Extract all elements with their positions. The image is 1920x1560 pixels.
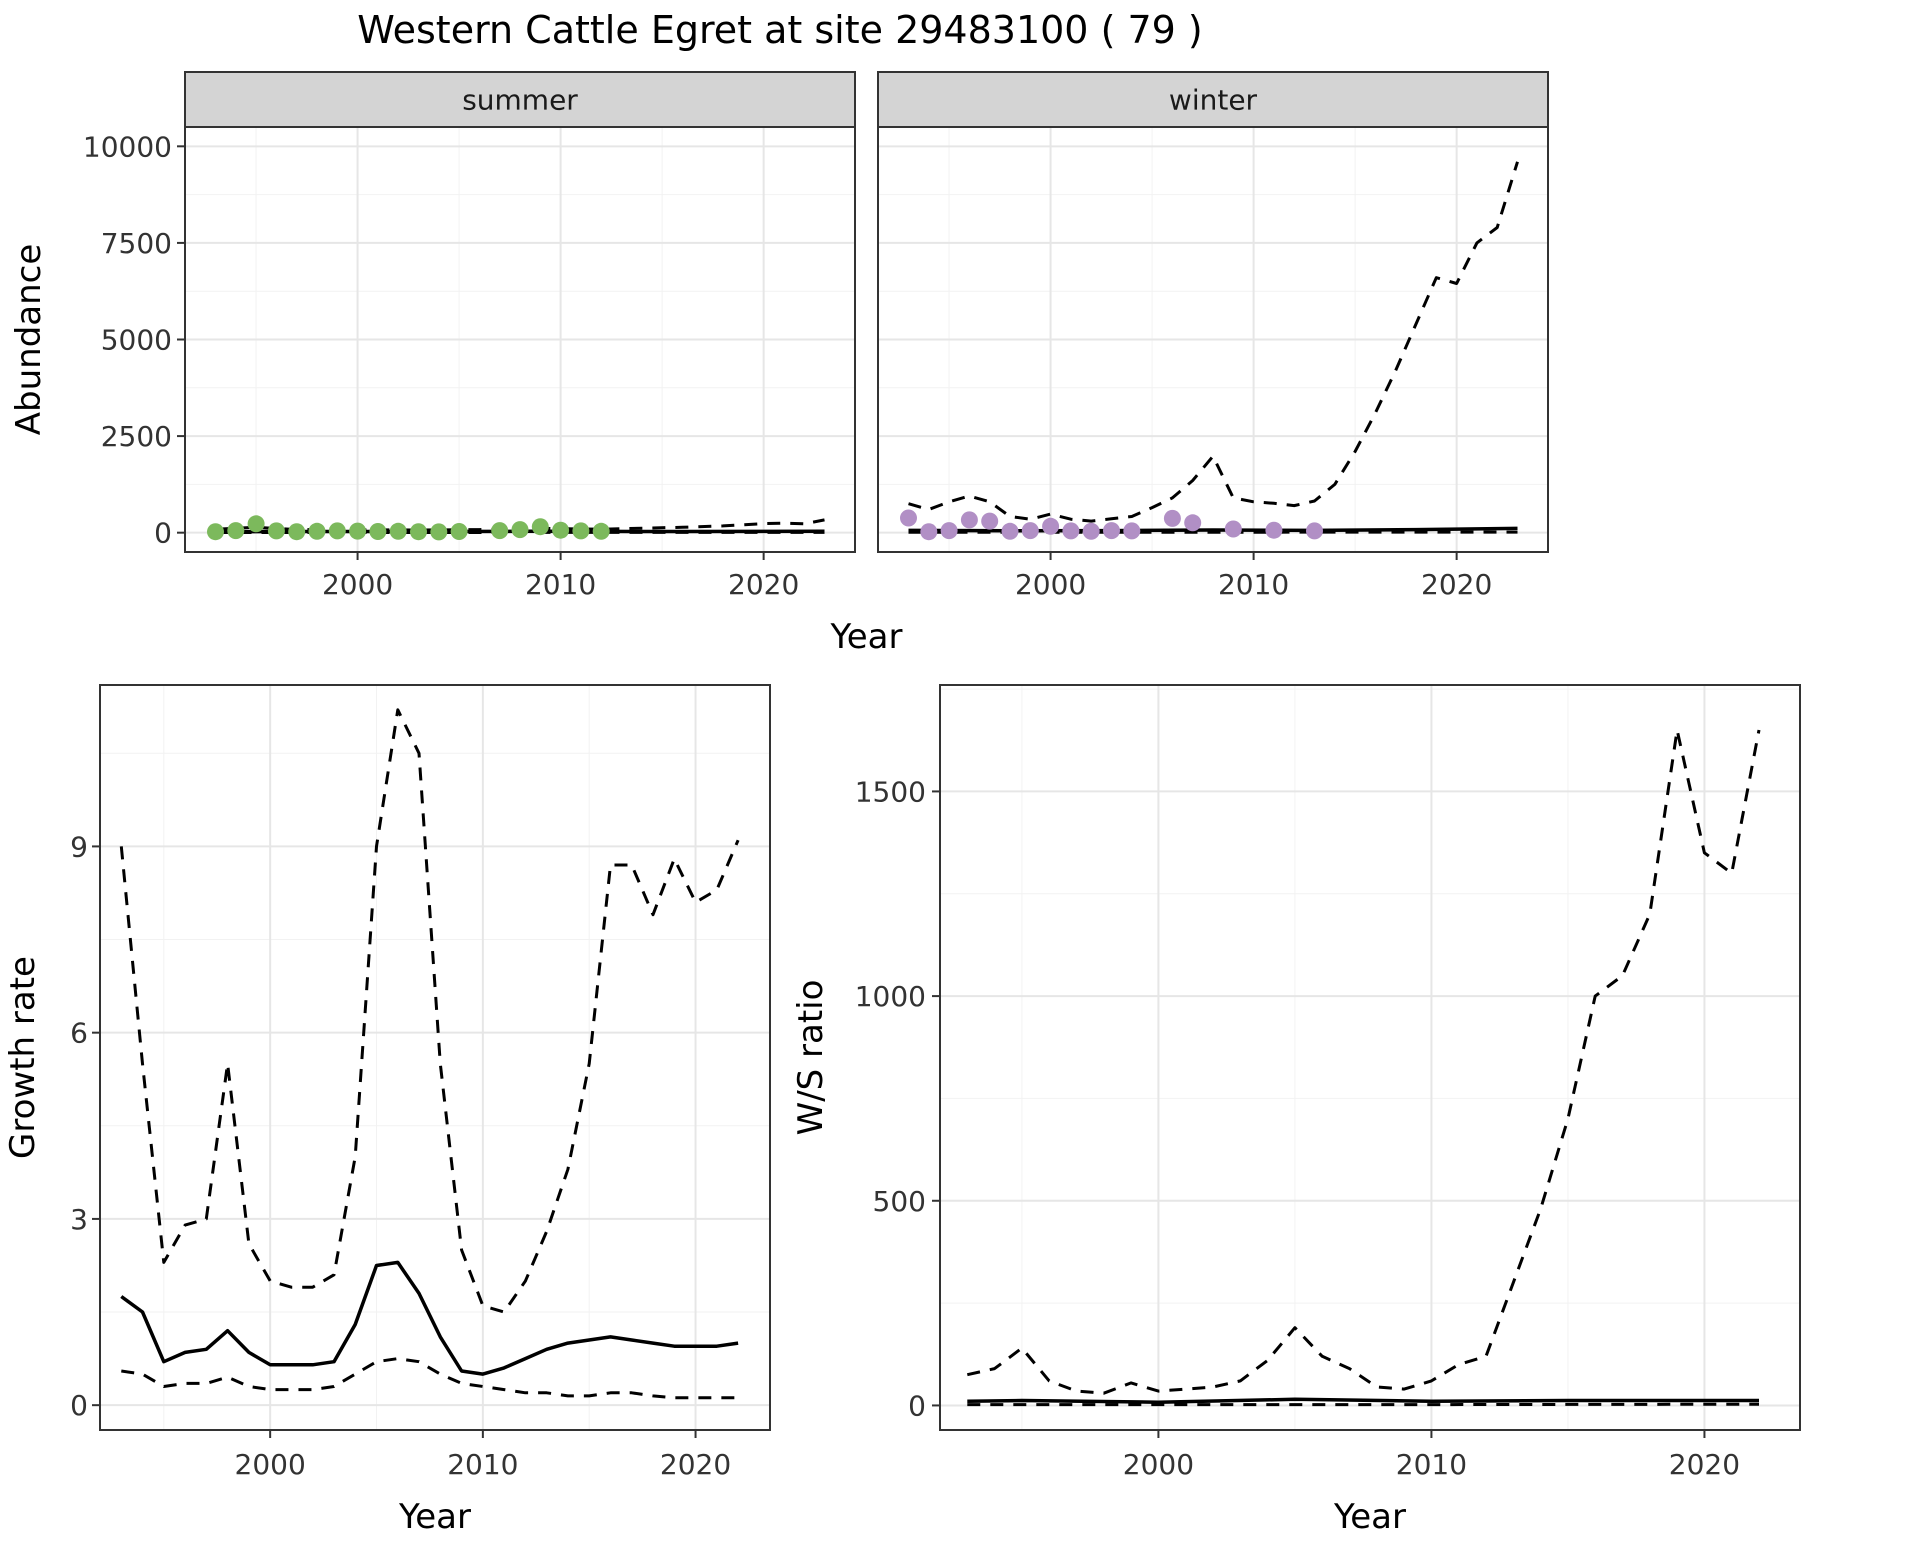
data-point [369, 523, 387, 540]
series-upper-ci [119, 708, 740, 1314]
data-point [900, 509, 917, 527]
y-tick-label: 1000 [855, 980, 926, 1013]
data-point [491, 522, 509, 540]
panel-border [939, 684, 1801, 1431]
data-point [960, 511, 978, 529]
data-point [1021, 522, 1039, 540]
abundance-svg: summer 2000 2010 2020 winter 2000 2010 2020 0 250… [9, 71, 1549, 657]
y-tick-label: 0 [154, 517, 172, 550]
series-group [207, 515, 825, 541]
data-point [247, 515, 265, 533]
y-tick-label: 7500 [101, 227, 172, 260]
x-axis-label: Year [398, 1497, 471, 1537]
data-point [1062, 522, 1080, 540]
data-point [207, 523, 224, 541]
growth-rate-svg: 2000 2010 2020 0 3 6 9 Year Growth rate [3, 684, 771, 1537]
data-point [1184, 514, 1202, 532]
data-point [981, 512, 999, 530]
y-tick-label: 0 [70, 1389, 88, 1422]
panel-bg [100, 685, 770, 1430]
data-point [940, 522, 958, 540]
data-point [920, 523, 938, 541]
x-tick-label: 2000 [322, 568, 393, 601]
data-point [1001, 522, 1019, 540]
data-point [430, 523, 448, 541]
x-axis-label: Year [1333, 1497, 1406, 1537]
data-point [410, 523, 427, 541]
data-point [572, 522, 590, 540]
x-tick-label: 2000 [1015, 568, 1086, 601]
x-tick-label: 2010 [1218, 568, 1289, 601]
series-group [900, 161, 1519, 541]
facet-strip-label: winter [1169, 84, 1258, 117]
data-point [1123, 522, 1141, 540]
y-tick-label: 9 [70, 830, 88, 863]
grid-major [940, 685, 1800, 1430]
series-median [967, 1397, 1759, 1404]
series-observed [207, 515, 610, 541]
facet-strip [877, 71, 1549, 128]
y-tick-label: 500 [873, 1185, 926, 1218]
y-tick-label: 3 [70, 1203, 88, 1236]
series-observed [900, 509, 1323, 541]
x-axis-label: Year [830, 617, 903, 657]
data-point [267, 522, 285, 540]
abundance-chart: summer 2000 2010 2020 winter 2000 2010 2020 0 250… [0, 62, 1560, 660]
data-point [349, 522, 367, 540]
data-point [1082, 522, 1100, 540]
data-point [1042, 517, 1060, 535]
data-point [389, 522, 407, 540]
data-point [511, 521, 529, 539]
facet-strip [184, 71, 856, 128]
x-tick-label: 2020 [1421, 568, 1492, 601]
series-group [966, 728, 1761, 1407]
series-upper-ci [908, 161, 1519, 523]
data-point [288, 523, 306, 541]
data-point [1265, 521, 1283, 539]
x-tick-label: 2000 [1123, 1448, 1194, 1481]
series-upper-ci [966, 728, 1761, 1395]
y-tick-label: 2500 [101, 420, 172, 453]
data-point [1163, 509, 1181, 527]
x-tick-label: 2020 [1669, 1448, 1740, 1481]
y-axis-label: Abundance [9, 244, 49, 436]
x-tick-label: 2010 [447, 1448, 518, 1481]
facet-strip-label: summer [462, 84, 578, 117]
x-tick-label: 2010 [525, 568, 596, 601]
data-point [227, 522, 245, 540]
ws-ratio-svg: 2000 2010 2020 0 500 1000 1500 Year W/S ratio [791, 684, 1801, 1537]
data-point [1224, 520, 1242, 538]
panel-bg [940, 685, 1800, 1430]
y-axis-label: W/S ratio [791, 980, 831, 1136]
y-tick-label: 0 [908, 1389, 926, 1422]
x-tick-label: 2020 [728, 568, 799, 601]
chart-title: Western Cattle Egret at site 29483100 ( … [357, 8, 1203, 52]
data-point [1103, 522, 1120, 540]
y-tick-label: 6 [70, 1017, 88, 1050]
y-tick-label: 10000 [83, 130, 172, 163]
panel-border [99, 684, 771, 1431]
y-tick-label: 1500 [855, 775, 926, 808]
data-point [450, 523, 468, 540]
data-point [308, 522, 326, 540]
data-point [1306, 522, 1323, 540]
y-tick-label: 5000 [101, 324, 172, 357]
grid-major [100, 685, 770, 1430]
x-tick-label: 2020 [660, 1448, 731, 1481]
series-median [120, 1260, 739, 1376]
grid-minor [940, 685, 1800, 1430]
y-axis-label: Growth rate [3, 956, 43, 1159]
series-group [119, 708, 740, 1400]
x-tick-label: 2000 [235, 1448, 306, 1481]
series-lower-ci [121, 1357, 739, 1400]
data-point [552, 521, 570, 539]
data-point [592, 522, 610, 540]
ws-ratio-chart: 2000 2010 2020 0 500 1000 1500 Year W/S ratio [790, 660, 1850, 1560]
x-tick-label: 2010 [1396, 1448, 1467, 1481]
growth-rate-chart: 2000 2010 2020 0 3 6 9 Year Growth rate [0, 660, 790, 1560]
data-point [328, 522, 346, 540]
data-point [531, 518, 549, 536]
